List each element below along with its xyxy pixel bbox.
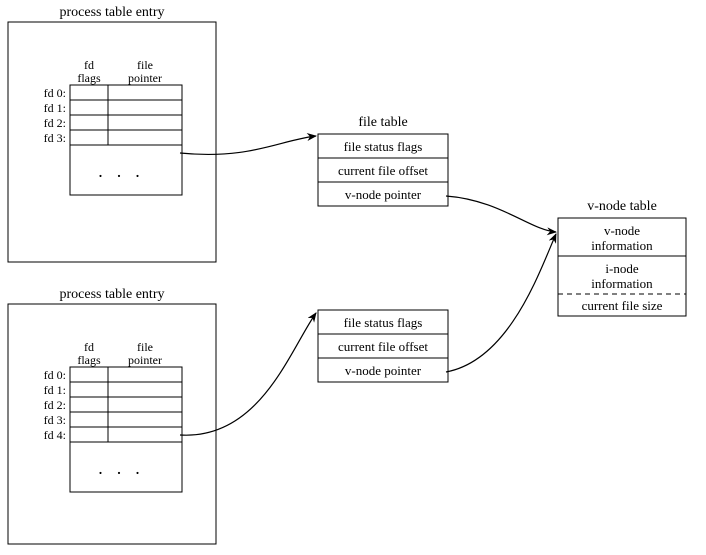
arrow-ft2-to-vnode	[446, 234, 556, 372]
vnode-cell-text: information	[591, 238, 653, 253]
file-table-1-body: file status flags current file offset v-no…	[318, 134, 448, 206]
fd-row-label: fd 0:	[44, 86, 66, 100]
file-pointer-header-l1: file	[137, 340, 153, 354]
pte1-outer-box	[8, 22, 216, 262]
file-table-1-row-text: file status flags	[344, 139, 423, 154]
file-table-2: file status flags current file offset v-no…	[318, 310, 448, 382]
fd-row-label: fd 2:	[44, 398, 66, 412]
file-table-2-row-text: file status flags	[344, 315, 423, 330]
pte2-outer-box	[8, 304, 216, 544]
pte2-fd-table: fdflags filepointer fd 0:fd 1:fd 2:fd 3:fd…	[44, 340, 182, 492]
file-table-1-row-text: current file offset	[338, 163, 428, 178]
fd-row-label: fd 0:	[44, 368, 66, 382]
fd-row-label: fd 4:	[44, 428, 66, 442]
file-table-2-row-text: current file offset	[338, 339, 428, 354]
file-table-2-body: file status flags current file offset v-no…	[318, 310, 448, 382]
vnode-cell-text: v-node	[604, 223, 640, 238]
arrow-ft1-to-vnode	[446, 196, 556, 232]
pte2-title: process table entry	[60, 287, 165, 302]
file-pointer-header-l2: pointer	[128, 71, 162, 85]
process-table-entry-1: process table entry fdflagsfilepointerfd…	[8, 5, 216, 262]
fd-flags-header-l1: fd	[84, 58, 94, 72]
vnode-table-title: v-node table	[587, 199, 657, 214]
vnode-cell-text: information	[591, 276, 653, 291]
fd-row-label: fd 3:	[44, 413, 66, 427]
ellipsis-icon: ...	[98, 458, 154, 478]
fd-row-label: fd 1:	[44, 101, 66, 115]
file-table-1-title: file table	[358, 115, 407, 130]
fd-row-label: fd 3:	[44, 131, 66, 145]
fd-flags-header-l1: fd	[84, 340, 94, 354]
arrow-pte2-to-ft2	[180, 313, 316, 435]
pte1-title: process table entry	[60, 5, 165, 20]
fd-flags-header-l2: flags	[77, 353, 101, 367]
fd-row-label: fd 1:	[44, 383, 66, 397]
vnode-cell-text: current file size	[582, 298, 663, 313]
file-pointer-header-l2: pointer	[128, 353, 162, 367]
ellipsis-icon: ...	[98, 161, 154, 181]
file-pointer-header-l1: file	[137, 58, 153, 72]
fd-row-label: fd 2:	[44, 116, 66, 130]
arrow-pte1-to-ft1	[180, 136, 316, 154]
process-table-entry-2: process table entry fdflagsfilepointerfd…	[8, 287, 216, 544]
fd-flags-header-l2: flags	[77, 71, 101, 85]
file-table-1-row-text: v-node pointer	[345, 187, 422, 202]
vnode-table-body: v-nodeinformationi-nodeinformationcurren…	[558, 218, 686, 316]
vnode-table: v-node table v-nodeinformationi-nodeinfo…	[558, 199, 686, 316]
pte1-fd-table: fdflags filepointer fd 0:fd 1:fd 2:fd 3:..…	[44, 58, 182, 195]
file-table-2-row-text: v-node pointer	[345, 363, 422, 378]
vnode-cell-text: i-node	[605, 261, 638, 276]
file-table-1: file table file status flags current file…	[318, 115, 448, 206]
